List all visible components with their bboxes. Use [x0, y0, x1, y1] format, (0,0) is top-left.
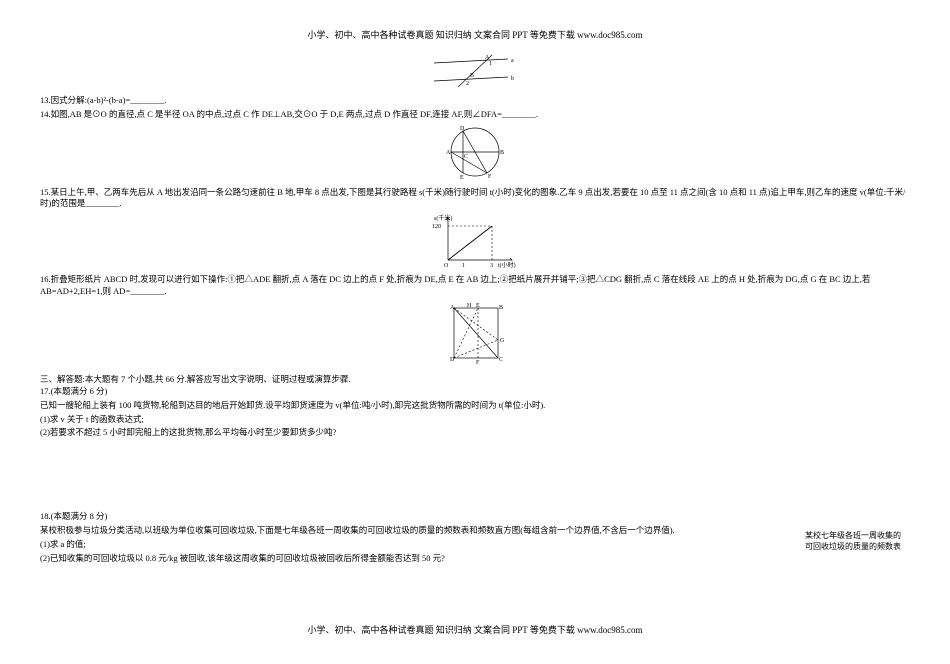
figure-graph: 120 s(千米) t(小时) O 1 3 [430, 212, 520, 268]
label-1: 1 [489, 61, 492, 67]
circ-B: B [500, 150, 504, 156]
page-header: 小学、初中、高中各种试卷真题 知识归纳 文案合同 PPT 等免费下载 www.d… [40, 28, 910, 41]
graph-xlabel: t(小时) [498, 261, 516, 268]
circ-F: F [488, 174, 492, 180]
figure-parallel-lines: A B 1 2 a b [430, 53, 520, 89]
fold-H: H [467, 303, 472, 309]
circ-C: C [464, 154, 468, 160]
figure-graph-wrap: 120 s(千米) t(小时) O 1 3 [40, 212, 910, 272]
label-2: 2 [466, 81, 469, 87]
figure-fold: A B C D E G H F [440, 300, 510, 366]
graph-3: 3 [490, 263, 493, 268]
figure-circle-wrap: A B C D E F [40, 123, 910, 185]
fold-D: D [450, 357, 455, 363]
figure-circle: A B C D E F [440, 123, 510, 181]
q17-1: (1)求 v 关于 t 的函数表达式; [40, 414, 910, 426]
graph-1: 1 [462, 263, 465, 268]
graph-ylabel: s(千米) [434, 214, 452, 222]
q17-head: 17.(本题满分 6 分) [40, 386, 910, 398]
fold-F: F [476, 360, 480, 366]
label-a: a [511, 58, 514, 64]
fold-A: A [450, 305, 455, 311]
figure-parallel-lines-wrap: A B 1 2 a b [40, 53, 910, 93]
page-footer: 小学、初中、高中各种试卷真题 知识归纳 文案合同 PPT 等免费下载 www.d… [0, 623, 950, 636]
q18-head: 18.(本题满分 8 分) [40, 511, 910, 523]
fold-E: E [476, 303, 480, 309]
q18-2: (2)已知收集的可回收垃圾以 0.8 元/kg 被回收,该年级这周收集的可回收垃… [40, 553, 910, 565]
circ-D: D [460, 126, 465, 132]
label-b: b [511, 76, 514, 82]
table-caption-line2: 可回收垃圾的质量的频数表 [805, 541, 905, 552]
q16: 16.折叠矩形纸片 ABCD 时,发现可以进行如下操作:①把△ADE 翻折,点 … [40, 274, 910, 298]
q17-2: (2)若要求不超过 5 小时卸完船上的这批货物,那么平均每小时至少要卸货多少吨? [40, 427, 910, 439]
graph-ymax: 120 [432, 224, 441, 230]
circ-E: E [460, 175, 464, 181]
fold-B: B [499, 305, 503, 311]
label-B: B [470, 73, 474, 79]
content-area: A B 1 2 a b 13.因式分解:(a-b)²-(b-a)=_______… [40, 53, 910, 565]
q13: 13.因式分解:(a-b)²-(b-a)=________. [40, 95, 910, 107]
circ-A: A [446, 150, 451, 156]
q17-body: 已知一艘轮船上装有 100 吨货物,轮船到达目的地后开始卸货.设平均卸货速度为 … [40, 400, 910, 412]
figure-fold-wrap: A B C D E G H F [40, 300, 910, 370]
table-caption-line1: 某校七年级各班一周收集的 [805, 530, 905, 541]
section-3-heading: 三、解答题:本大题有 7 个小题,共 66 分.解答应写出文字说明、证明过程或演… [40, 374, 910, 386]
q18-body: 某校积极参与垃圾分类活动,以班级为单位收集可回收垃圾,下面是七年级各班一周收集的… [40, 525, 910, 537]
q18-1: (1)求 a 的值; [40, 539, 910, 551]
fold-C: C [499, 357, 503, 363]
fold-G: G [500, 338, 505, 344]
q14: 14.如图,AB 是⊙O 的直径,点 C 是半径 OA 的中点,过点 C 作 D… [40, 109, 910, 121]
q15: 15.某日上午,甲、乙两车先后从 A 地出发沿同一条公路匀速前往 B 地,甲车 … [40, 187, 910, 211]
table-caption-box: 某校七年级各班一周收集的 可回收垃圾的质量的频数表 [805, 530, 905, 552]
graph-O: O [444, 263, 449, 268]
